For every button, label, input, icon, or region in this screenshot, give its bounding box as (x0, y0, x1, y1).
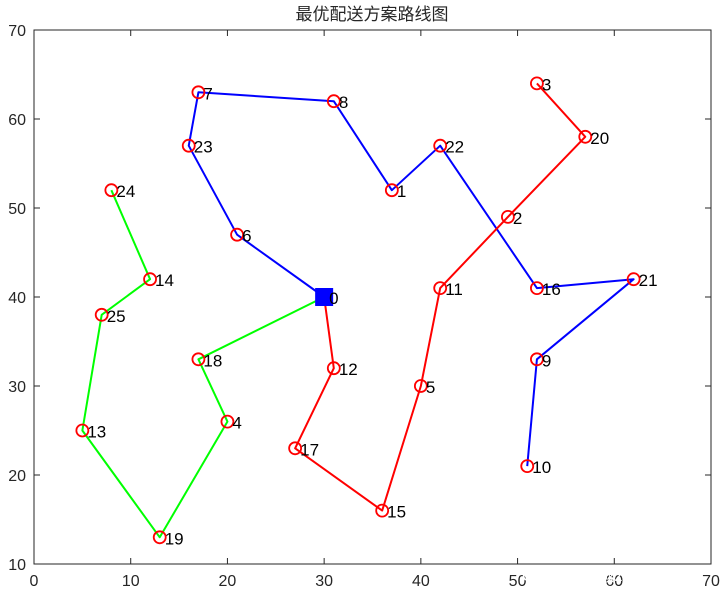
node-marker-5 (413, 379, 428, 393)
node-label-16: 16 (542, 280, 561, 299)
x-tick-label: 10 (122, 573, 140, 590)
y-tick-label: 10 (8, 557, 26, 574)
y-tick-label: 60 (8, 112, 26, 129)
node-label-2: 2 (513, 209, 522, 228)
customer-nodes (75, 76, 641, 545)
x-tick-label: 30 (315, 573, 333, 590)
node-label-14: 14 (155, 271, 174, 290)
depot-label: 0 (329, 289, 338, 308)
node-label-18: 18 (203, 351, 222, 370)
node-label-12: 12 (339, 360, 358, 379)
x-tick-label: 40 (412, 573, 430, 590)
y-tick-label: 20 (8, 468, 26, 485)
node-marker-19 (152, 530, 167, 545)
node-label-13: 13 (87, 423, 106, 442)
chart-title: 最优配送方案路线图 (296, 5, 449, 25)
x-tick-label: 50 (509, 573, 527, 590)
node-label-9: 9 (542, 351, 551, 370)
node-marker-9 (530, 352, 544, 367)
node-marker-11 (433, 281, 448, 296)
node-label-17: 17 (300, 440, 319, 459)
node-label-19: 19 (165, 529, 184, 548)
node-label-6: 6 (242, 227, 251, 246)
node-label-10: 10 (532, 458, 551, 477)
x-tick-label: 20 (219, 573, 237, 590)
node-marker-22 (433, 138, 448, 153)
node-marker-14 (143, 272, 157, 287)
node-marker-21 (626, 272, 641, 287)
node-marker-4 (220, 414, 235, 429)
node-label-24: 24 (116, 182, 135, 201)
node-marker-17 (288, 441, 303, 456)
node-marker-16 (530, 281, 544, 296)
node-label-23: 23 (194, 138, 213, 157)
node-label-1: 1 (397, 182, 406, 201)
node-marker-23 (181, 138, 196, 153)
route-lines (81, 82, 635, 539)
node-label-5: 5 (426, 378, 435, 397)
node-label-7: 7 (203, 84, 212, 103)
node-label-8: 8 (339, 93, 348, 112)
node-marker-1 (384, 183, 399, 198)
node-marker-20 (578, 129, 593, 144)
node-label-4: 4 (232, 414, 241, 433)
node-label-21: 21 (639, 271, 658, 290)
node-label-15: 15 (387, 503, 406, 522)
y-tick-label: 70 (8, 23, 26, 40)
node-marker-13 (75, 423, 90, 438)
node-marker-25 (94, 307, 109, 322)
depot-marker (315, 288, 334, 306)
plot-area (33, 29, 712, 565)
node-label-3: 3 (542, 75, 551, 94)
node-marker-24 (104, 183, 119, 198)
node-label-22: 22 (445, 138, 464, 157)
node-marker-12 (326, 361, 341, 376)
route-line-3 (81, 189, 325, 539)
route-line-2 (294, 82, 587, 512)
x-tick-label: 70 (702, 573, 720, 590)
x-tick-label: 0 (30, 573, 39, 590)
node-marker-18 (191, 352, 206, 367)
x-tick-label: 60 (605, 573, 623, 590)
node-label-20: 20 (590, 129, 609, 148)
node-marker-2 (500, 209, 515, 224)
node-marker-3 (530, 76, 544, 91)
node-marker-8 (326, 94, 341, 109)
y-tick-label: 30 (8, 379, 26, 396)
node-label-11: 11 (445, 280, 463, 299)
route-line-1 (187, 91, 635, 467)
y-tick-label: 40 (8, 290, 26, 307)
node-marker-7 (191, 85, 206, 100)
y-tick-label: 50 (8, 201, 26, 218)
node-label-25: 25 (107, 307, 126, 326)
node-marker-10 (520, 459, 535, 474)
node-marker-6 (230, 227, 245, 242)
watermark: CSDN @张叔zhangshu (522, 567, 687, 585)
node-marker-15 (375, 503, 390, 518)
